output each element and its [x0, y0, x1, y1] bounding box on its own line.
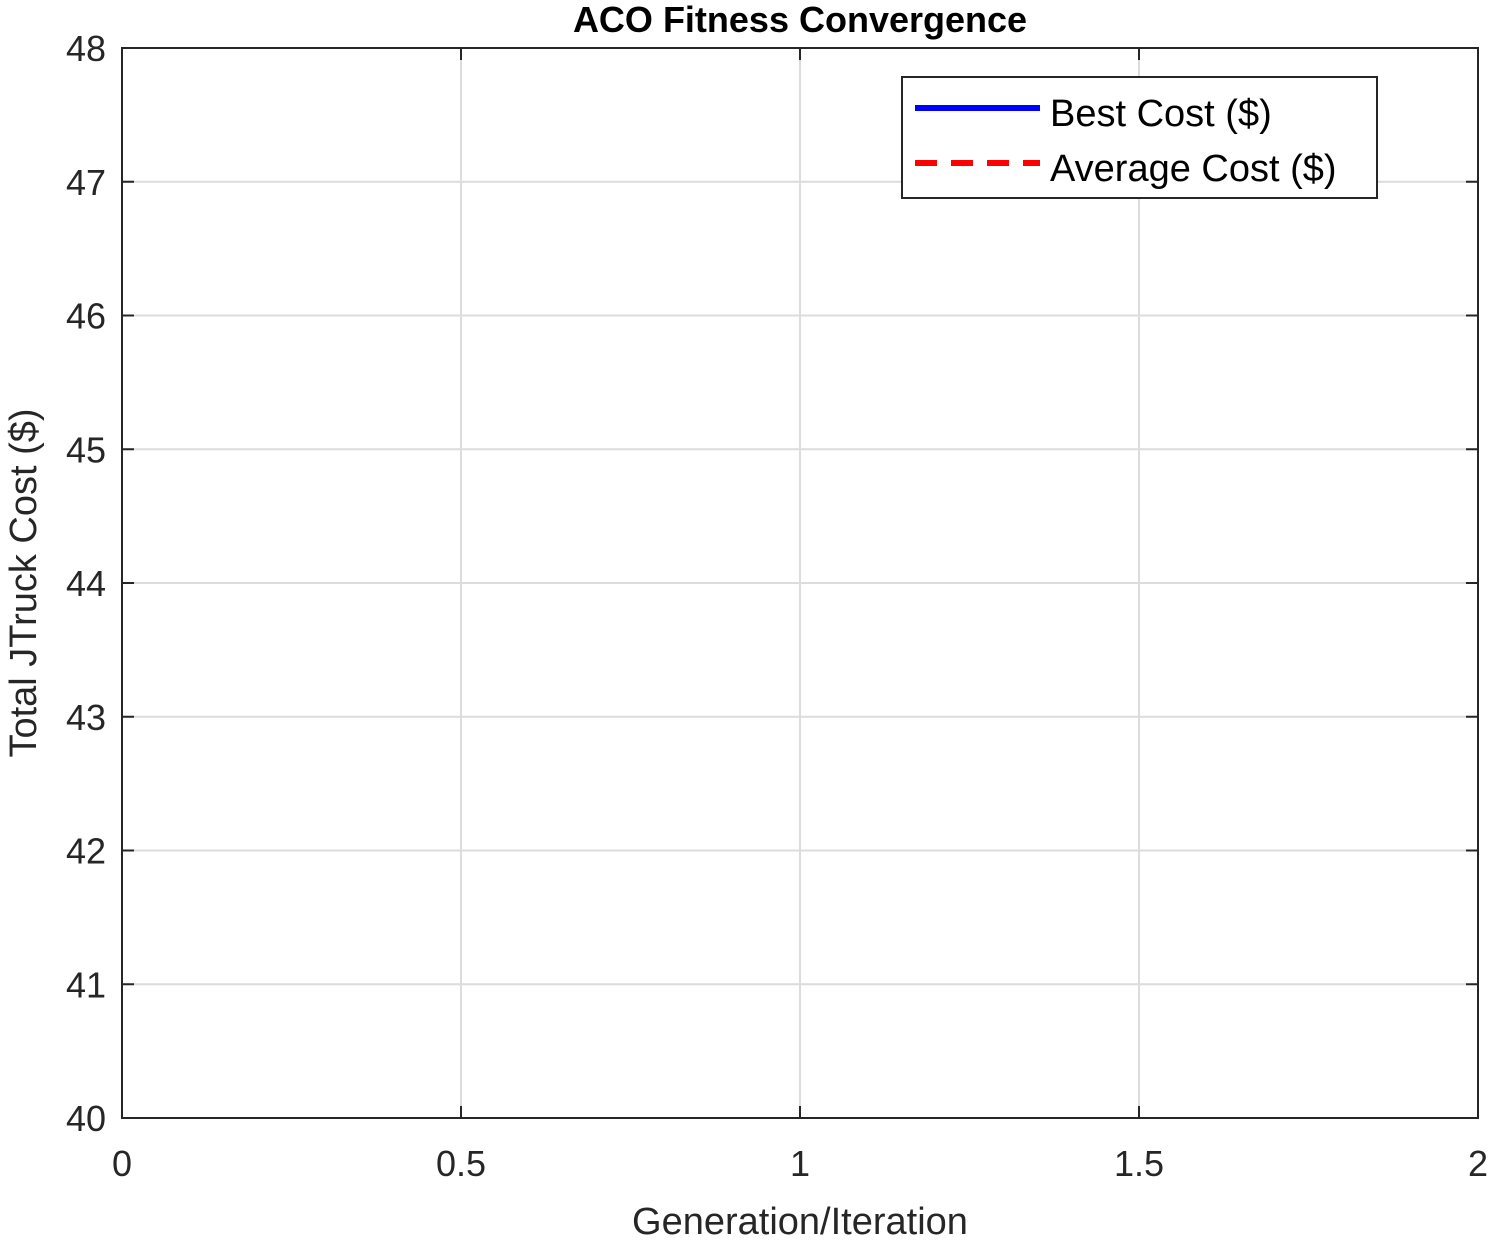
y-tick-label: 45 — [66, 429, 106, 470]
x-tick-label: 1.5 — [1114, 1143, 1164, 1184]
y-tick-label: 44 — [66, 563, 106, 604]
y-tick-label: 41 — [66, 964, 106, 1005]
tick-layer — [121, 47, 1479, 1119]
x-tick-label: 1 — [790, 1143, 810, 1184]
legend: Best Cost ($) Average Cost ($) — [901, 76, 1378, 199]
y-tick-label: 47 — [66, 162, 106, 203]
y-tick-label: 40 — [66, 1098, 106, 1139]
x-tick-label: 2 — [1468, 1143, 1488, 1184]
y-axis-label: Total JTruck Cost ($) — [3, 408, 45, 757]
y-tick-label: 48 — [66, 28, 106, 69]
x-tick-label: 0.5 — [436, 1143, 486, 1184]
legend-label-average-cost: Average Cost ($) — [1050, 148, 1337, 190]
tick-label-layer: 0 0.5 1 1.5 2 40 41 42 43 44 45 46 47 48 — [66, 28, 1488, 1184]
y-tick-label: 42 — [66, 831, 106, 872]
x-tick-label: 0 — [112, 1143, 132, 1184]
legend-label-best-cost: Best Cost ($) — [1050, 93, 1272, 135]
y-tick-label: 46 — [66, 296, 106, 337]
chart-title: ACO Fitness Convergence — [573, 0, 1027, 40]
grid-layer — [122, 48, 1478, 1118]
y-tick-label: 43 — [66, 697, 106, 738]
legend-box — [901, 76, 1378, 199]
x-axis-label: Generation/Iteration — [632, 1201, 968, 1239]
